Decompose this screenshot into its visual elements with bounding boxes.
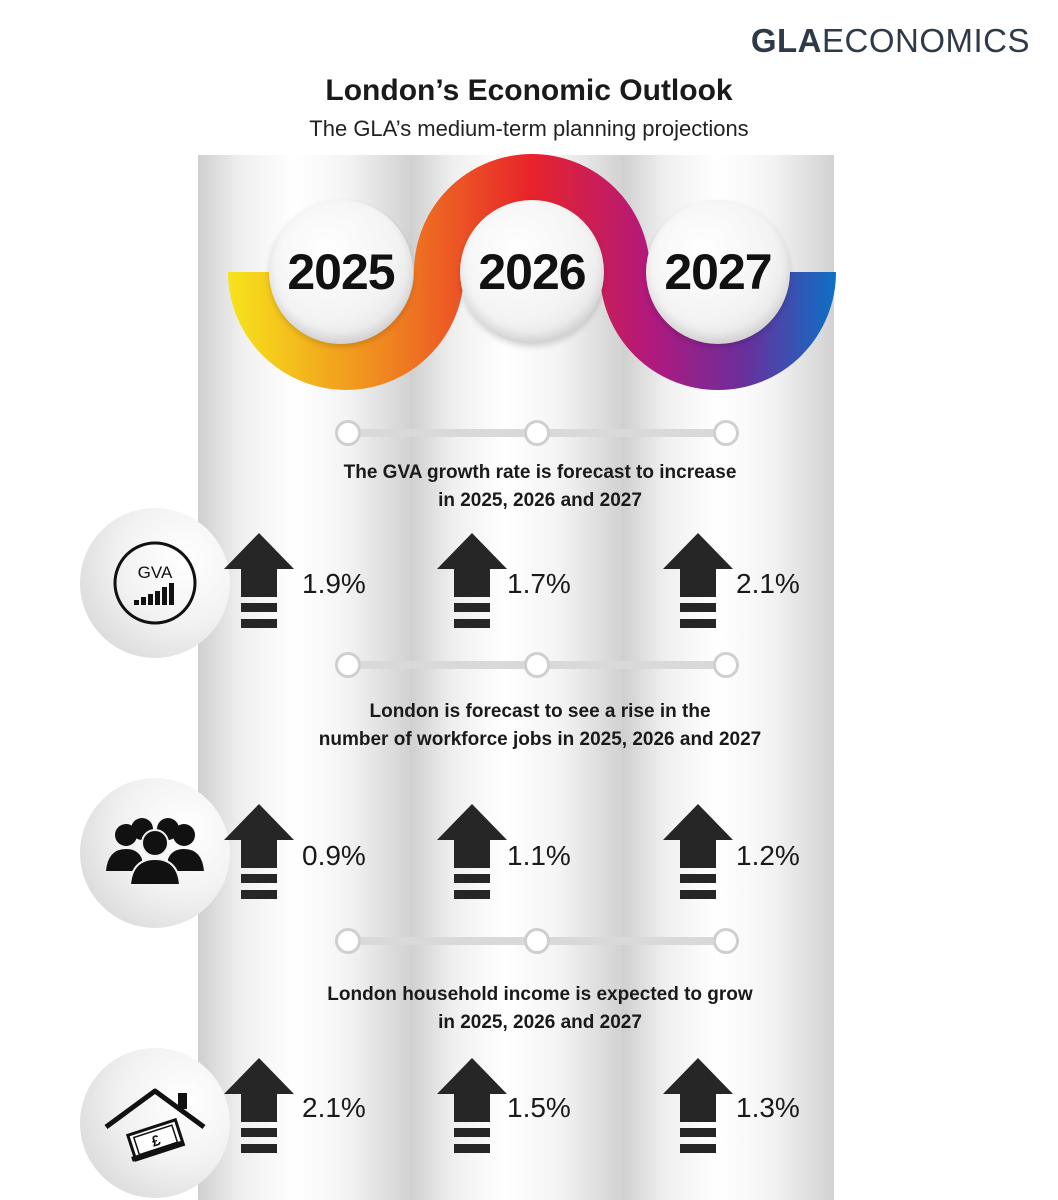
connector-dot (713, 928, 739, 954)
up-arrow-icon (663, 533, 733, 628)
year-label-2026: 2026 (478, 244, 586, 300)
year-circle-2027: 2027 (646, 200, 790, 344)
logo-gla: GLA (750, 22, 822, 59)
income-description: London household income is expected to g… (200, 981, 880, 1037)
income-value-2026: 1.5% (507, 1092, 571, 1123)
people-group-icon (106, 818, 204, 886)
up-arrow-icon (663, 804, 733, 899)
gva-text-line2: in 2025, 2026 and 2027 (438, 490, 642, 511)
connector-dot (524, 420, 550, 446)
gva-icon-circle: GVA (80, 508, 230, 658)
jobs-icon-circle (80, 778, 230, 928)
jobs-description: London is forecast to see a rise in the … (200, 698, 880, 754)
up-arrow-icon (663, 1058, 733, 1153)
income-icon-circle: £ (80, 1048, 230, 1198)
year-circle-2026: 2026 (460, 200, 604, 344)
year-label-2025: 2025 (287, 244, 395, 300)
year-ribbon (228, 154, 836, 390)
connector-dot (524, 928, 550, 954)
gva-icon-label: GVA (138, 563, 173, 582)
up-arrow-icon (437, 804, 507, 899)
up-arrow-icon (224, 804, 294, 899)
connector-dot (713, 420, 739, 446)
connector-dot (524, 652, 550, 678)
up-arrow-icon (437, 533, 507, 628)
gva-value-2026: 1.7% (507, 568, 571, 599)
income-text-line2: in 2025, 2026 and 2027 (438, 1012, 642, 1033)
jobs-value-2027: 1.2% (736, 840, 800, 871)
jobs-value-2026: 1.1% (507, 840, 571, 871)
year-label-2027: 2027 (664, 244, 772, 300)
connector-dot (713, 652, 739, 678)
page-subtitle: The GLA’s medium-term planning projectio… (309, 116, 749, 141)
gva-value-2027: 2.1% (736, 568, 800, 599)
gva-value-2025: 1.9% (302, 568, 366, 599)
connector-dot (335, 928, 361, 954)
jobs-value-2025: 0.9% (302, 840, 366, 871)
gla-economics-logo: GLAECONOMICS (751, 22, 1030, 60)
connector-dot (335, 652, 361, 678)
up-arrow-icon (224, 533, 294, 628)
gva-chart-icon: GVA (113, 541, 197, 625)
year-circle-2025: 2025 (269, 200, 413, 344)
income-value-2025: 2.1% (302, 1092, 366, 1123)
gva-description: The GVA growth rate is forecast to incre… (200, 459, 880, 515)
up-arrow-icon (437, 1058, 507, 1153)
income-text-line1: London household income is expected to g… (327, 984, 753, 1005)
logo-economics: ECONOMICS (821, 22, 1030, 59)
house-money-icon: £ (104, 1088, 206, 1162)
page-title: London’s Economic Outlook (325, 74, 733, 107)
connector-dot (335, 420, 361, 446)
gva-text-line1: The GVA growth rate is forecast to incre… (343, 462, 737, 483)
up-arrow-icon (224, 1058, 294, 1153)
jobs-text-line2: number of workforce jobs in 2025, 2026 a… (318, 729, 762, 750)
jobs-text-line1: London is forecast to see a rise in the (369, 701, 711, 722)
income-value-2027: 1.3% (736, 1092, 800, 1123)
